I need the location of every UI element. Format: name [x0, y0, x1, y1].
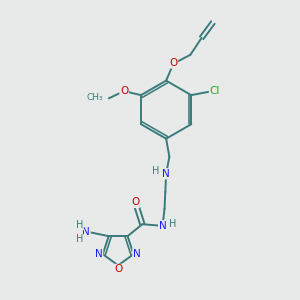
Text: N: N — [159, 221, 167, 231]
Text: N: N — [162, 169, 170, 179]
Text: O: O — [169, 58, 178, 68]
Text: H: H — [76, 220, 83, 230]
Text: N: N — [133, 249, 141, 259]
Text: O: O — [115, 264, 123, 274]
Text: H: H — [169, 219, 177, 229]
Text: H: H — [152, 166, 159, 176]
Text: CH₃: CH₃ — [86, 94, 103, 103]
Text: O: O — [131, 197, 139, 207]
Text: O: O — [120, 86, 128, 96]
Text: H: H — [76, 234, 83, 244]
Text: Cl: Cl — [209, 86, 220, 96]
Text: N: N — [95, 249, 103, 259]
Text: N: N — [82, 227, 90, 237]
